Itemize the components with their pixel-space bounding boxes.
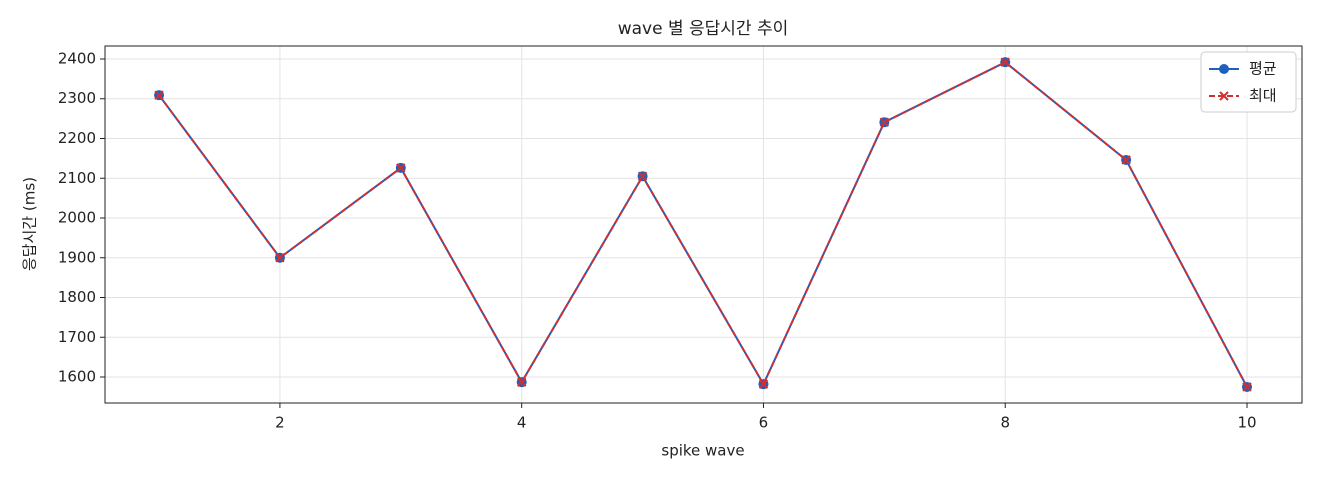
legend-label: 평균 [1249,60,1277,78]
y-tick-label: 1700 [58,328,96,346]
point [1000,57,1010,67]
point [1242,382,1252,392]
y-tick-label: 2000 [58,209,96,227]
point [879,117,890,127]
legend-marker [1219,91,1229,101]
y-axis-label: 응답시간 (ms) [21,177,39,271]
point [396,163,406,173]
point [154,90,164,100]
x-tick-label: 4 [517,414,527,432]
point [275,253,285,263]
point [637,171,648,181]
legend-marker [1219,64,1229,74]
y-tick-label: 2400 [58,49,96,67]
x-axis-label: spike wave [661,442,744,460]
x-tick-label: 8 [1000,414,1010,432]
y-tick-label: 1600 [58,368,96,386]
series-line [158,60,1248,388]
y-tick-label: 1900 [58,248,96,266]
x-tick-label: 2 [275,414,285,432]
point [516,377,527,387]
x-tick-label: 10 [1237,414,1256,432]
y-tick-label: 2100 [58,169,96,187]
chart-title: wave 별 응답시간 추이 [618,19,789,39]
y-tick-label: 2200 [58,129,96,147]
plot-frame [104,45,1303,404]
y-tick-label: 1800 [58,288,96,306]
point [758,379,769,389]
point [1121,155,1131,165]
x-tick-label: 6 [759,414,769,432]
y-tick-label: 2300 [58,89,96,107]
legend-label: 최대 [1249,87,1277,105]
series-line [158,60,1248,388]
